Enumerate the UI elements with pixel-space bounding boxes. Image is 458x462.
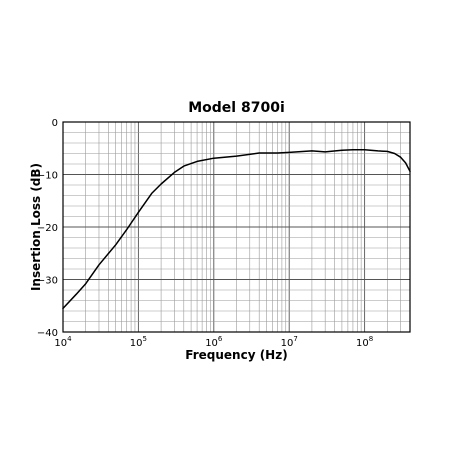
y-axis-label: Insertion Loss (dB) xyxy=(29,163,43,291)
x-axis-label: Frequency (Hz) xyxy=(185,348,287,362)
x-tick-label: 105 xyxy=(130,335,147,349)
y-tick-label: −30 xyxy=(37,276,58,287)
x-tick-label: 107 xyxy=(281,335,298,349)
grid xyxy=(62,121,411,333)
y-tick-label: −40 xyxy=(37,328,58,339)
series-layer xyxy=(62,149,411,310)
y-tick-label: −20 xyxy=(37,223,58,234)
x-tick-label: 108 xyxy=(356,335,373,349)
x-tick-label: 106 xyxy=(205,335,223,349)
chart-title: Model 8700i xyxy=(188,100,285,116)
y-tick-label: −10 xyxy=(37,171,58,182)
y-tick-label: 0 xyxy=(52,118,58,129)
series-line-1 xyxy=(62,149,411,310)
plot-frame xyxy=(62,121,411,333)
x-tick-label: 104 xyxy=(54,335,72,349)
